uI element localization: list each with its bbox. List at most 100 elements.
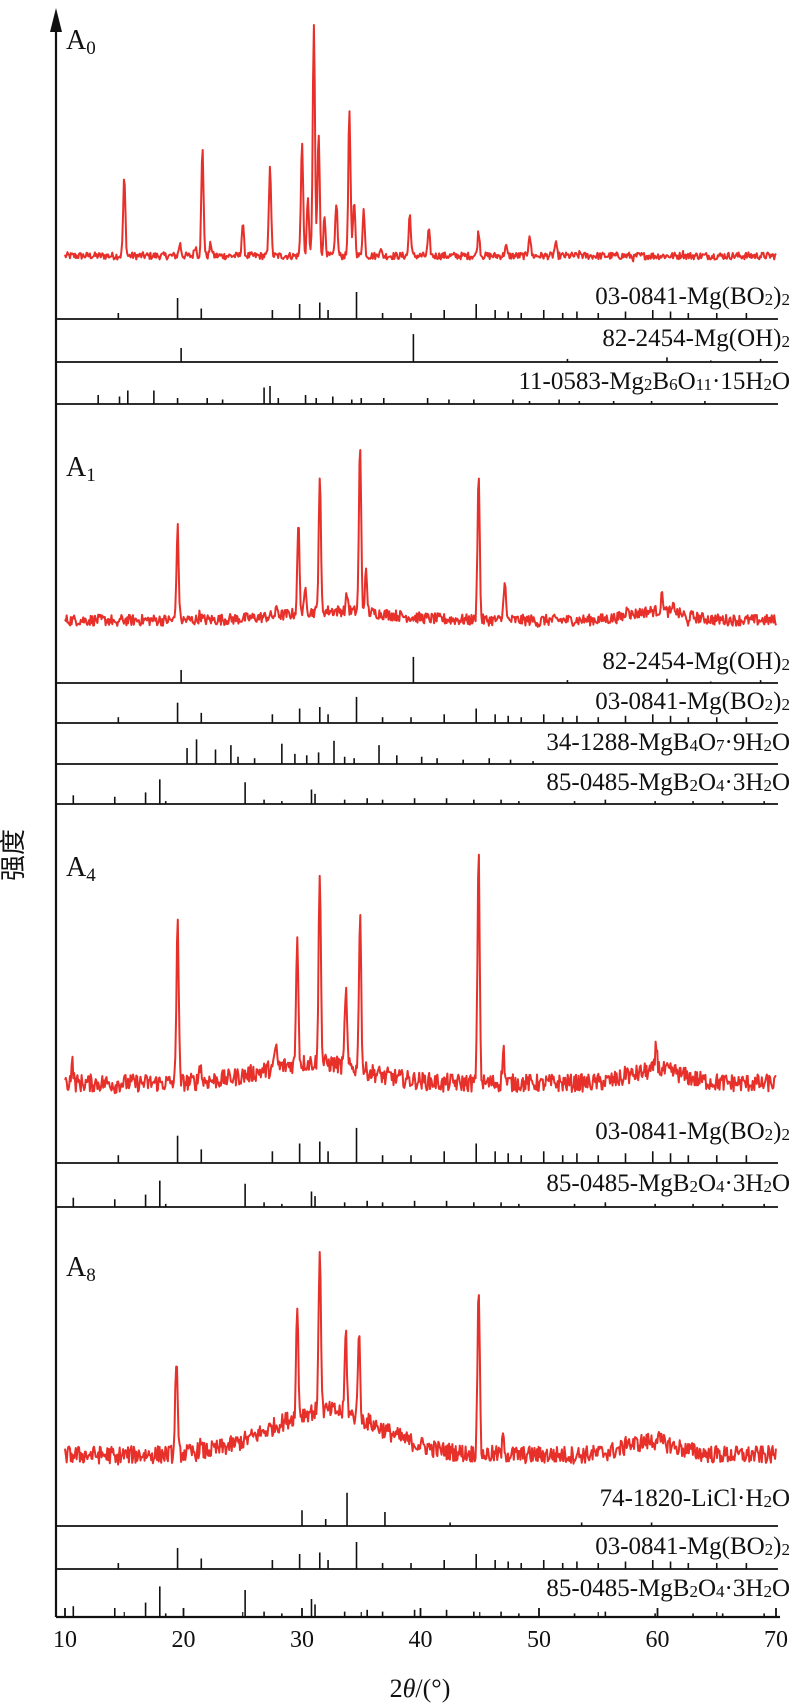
panel-A0: A003-0841-Mg(BO2)282-2454-Mg(OH)211-0583… bbox=[56, 24, 790, 405]
panel-A1: A182-2454-Mg(OH)203-0841-Mg(BO2)234-1288… bbox=[56, 449, 790, 805]
reference-label-part: ·3H bbox=[725, 1575, 764, 1602]
reference-label-sub: 7 bbox=[716, 736, 725, 755]
reference-label-sub: 4 bbox=[716, 776, 725, 795]
reference-label-part: ·3H bbox=[725, 769, 764, 796]
reference-label-sub: 6 bbox=[669, 375, 678, 394]
reference-A1-0: 82-2454-Mg(OH)2 bbox=[56, 648, 790, 684]
reference-label-part: ·3H bbox=[725, 1170, 764, 1197]
reference-label-part: O bbox=[698, 769, 716, 796]
reference-label-sub: 2 bbox=[689, 1177, 698, 1196]
reference-label-part: O bbox=[772, 1485, 790, 1512]
reference-A1-2: 34-1288-MgB4O7·9H2O bbox=[56, 729, 790, 765]
reference-label-sub: 4 bbox=[716, 1582, 725, 1601]
panel-label-sub: 8 bbox=[86, 1265, 96, 1286]
reference-A4-0: 03-0841-Mg(BO2)2 bbox=[56, 1118, 791, 1164]
reference-label-sub: 2 bbox=[644, 375, 653, 394]
reference-label-sub: 11 bbox=[696, 375, 712, 394]
x-axis-label-2: 2 bbox=[390, 1674, 403, 1703]
reference-label-part: ·15H bbox=[712, 368, 763, 395]
panel-label-letter: A bbox=[66, 452, 87, 483]
y-axis-label: 强度 bbox=[0, 829, 28, 881]
reference-label-sub: 2 bbox=[782, 1540, 791, 1559]
panel-label-sub: 1 bbox=[86, 465, 96, 486]
x-axis-label-unit: /(°) bbox=[415, 1674, 450, 1703]
reference-label-part: 74-1820-LiCl·H bbox=[600, 1485, 764, 1512]
reference-label-sub: 2 bbox=[765, 1125, 774, 1144]
x-tick-label-5: 60 bbox=[646, 1627, 670, 1653]
pattern-curve-A8 bbox=[64, 1251, 777, 1466]
reference-label-sub: 2 bbox=[689, 1582, 698, 1601]
reference-label-part: 82-2454-Mg(OH) bbox=[602, 325, 781, 352]
reference-label-part: O bbox=[772, 769, 790, 796]
panel-label-A8: A8 bbox=[66, 1252, 96, 1286]
reference-label-part: 85-0485-MgB bbox=[546, 1170, 689, 1197]
reference-label-sub: 4 bbox=[689, 736, 698, 755]
reference-label-sub: 4 bbox=[716, 1177, 725, 1196]
panel-label-sub: 4 bbox=[86, 865, 96, 886]
reference-label-sub: 2 bbox=[765, 695, 774, 714]
reference-label: 82-2454-Mg(OH)2 bbox=[602, 325, 790, 352]
reference-label-part: 85-0485-MgB bbox=[546, 769, 689, 796]
reference-label-sub: 2 bbox=[782, 332, 791, 351]
pattern-curve-A1 bbox=[64, 449, 777, 628]
panel-label-letter: A bbox=[66, 1252, 87, 1283]
reference-label-part: 03-0841-Mg(BO bbox=[595, 1533, 764, 1560]
reference-label-sub: 2 bbox=[782, 695, 791, 714]
reference-label-part: ·9H bbox=[725, 729, 764, 756]
reference-label-part: O bbox=[772, 729, 790, 756]
reference-label: 85-0485-MgB2O4·3H2O bbox=[546, 1170, 790, 1197]
reference-A0-0: 03-0841-Mg(BO2)2 bbox=[56, 283, 790, 320]
panel-label-A4: A4 bbox=[66, 852, 96, 886]
reference-label-part: 82-2454-Mg(OH) bbox=[602, 648, 781, 675]
reference-A4-1: 85-0485-MgB2O4·3H2O bbox=[56, 1170, 790, 1208]
reference-label-part: ) bbox=[773, 1118, 781, 1145]
pattern-curve-A4 bbox=[64, 853, 777, 1095]
y-axis-arrow bbox=[50, 8, 62, 32]
panel-label-A0: A0 bbox=[66, 25, 96, 59]
reference-label-sub: 2 bbox=[782, 655, 791, 674]
panels: A003-0841-Mg(BO2)282-2454-Mg(OH)211-0583… bbox=[56, 24, 791, 1618]
reference-label: 03-0841-Mg(BO2)2 bbox=[595, 283, 790, 310]
reference-label-part: ) bbox=[773, 283, 781, 310]
reference-label-sub: 2 bbox=[765, 1540, 774, 1559]
reference-label: 82-2454-Mg(OH)2 bbox=[602, 648, 790, 675]
reference-label-part: ) bbox=[773, 688, 781, 715]
reference-label: 74-1820-LiCl·H2O bbox=[600, 1485, 790, 1512]
x-tick-label-2: 30 bbox=[290, 1627, 314, 1653]
x-axis-label: 2θ/(°) bbox=[390, 1674, 451, 1703]
panel-label-sub: 0 bbox=[86, 38, 96, 59]
reference-label-part: O bbox=[772, 1170, 790, 1197]
x-tick-label-1: 20 bbox=[172, 1627, 196, 1653]
reference-A8-2: 85-0485-MgB2O4·3H2O bbox=[56, 1575, 790, 1618]
reference-label-sub: 2 bbox=[689, 776, 698, 795]
panel-label-A1: A1 bbox=[66, 452, 96, 486]
panel-A8: A874-1820-LiCl·H2O03-0841-Mg(BO2)285-048… bbox=[56, 1251, 791, 1618]
reference-label: 03-0841-Mg(BO2)2 bbox=[595, 688, 790, 715]
x-tick-label-0: 10 bbox=[53, 1627, 77, 1653]
reference-label: 85-0485-MgB2O4·3H2O bbox=[546, 1575, 790, 1602]
reference-label-part: 85-0485-MgB bbox=[546, 1575, 689, 1602]
reference-label-sub: 2 bbox=[782, 1125, 791, 1144]
x-tick-label-4: 50 bbox=[527, 1627, 551, 1653]
reference-A0-1: 82-2454-Mg(OH)2 bbox=[56, 325, 790, 363]
reference-label-sub: 2 bbox=[763, 1582, 772, 1601]
panel-label-letter: A bbox=[66, 852, 87, 883]
reference-label: 85-0485-MgB2O4·3H2O bbox=[546, 769, 790, 796]
pattern-curve-A0 bbox=[64, 24, 777, 263]
reference-label-part: O bbox=[772, 368, 790, 395]
reference-label-sub: 2 bbox=[763, 1492, 772, 1511]
reference-label-sub: 2 bbox=[765, 290, 774, 309]
reference-label-part: 03-0841-Mg(BO bbox=[595, 688, 764, 715]
reference-label-part: 11-0583-Mg bbox=[518, 368, 644, 395]
reference-label-part: B bbox=[652, 368, 669, 395]
reference-label-sub: 2 bbox=[782, 290, 791, 309]
reference-A1-3: 85-0485-MgB2O4·3H2O bbox=[56, 769, 790, 805]
reference-label: 11-0583-Mg2B6O11·15H2O bbox=[518, 368, 790, 395]
reference-label-part: 03-0841-Mg(BO bbox=[595, 1118, 764, 1145]
reference-label-part: O bbox=[698, 1170, 716, 1197]
reference-label-part: ) bbox=[773, 1533, 781, 1560]
x-tick-label-6: 70 bbox=[764, 1627, 788, 1653]
reference-A1-1: 03-0841-Mg(BO2)2 bbox=[56, 688, 790, 724]
reference-label-part: 03-0841-Mg(BO bbox=[595, 283, 764, 310]
